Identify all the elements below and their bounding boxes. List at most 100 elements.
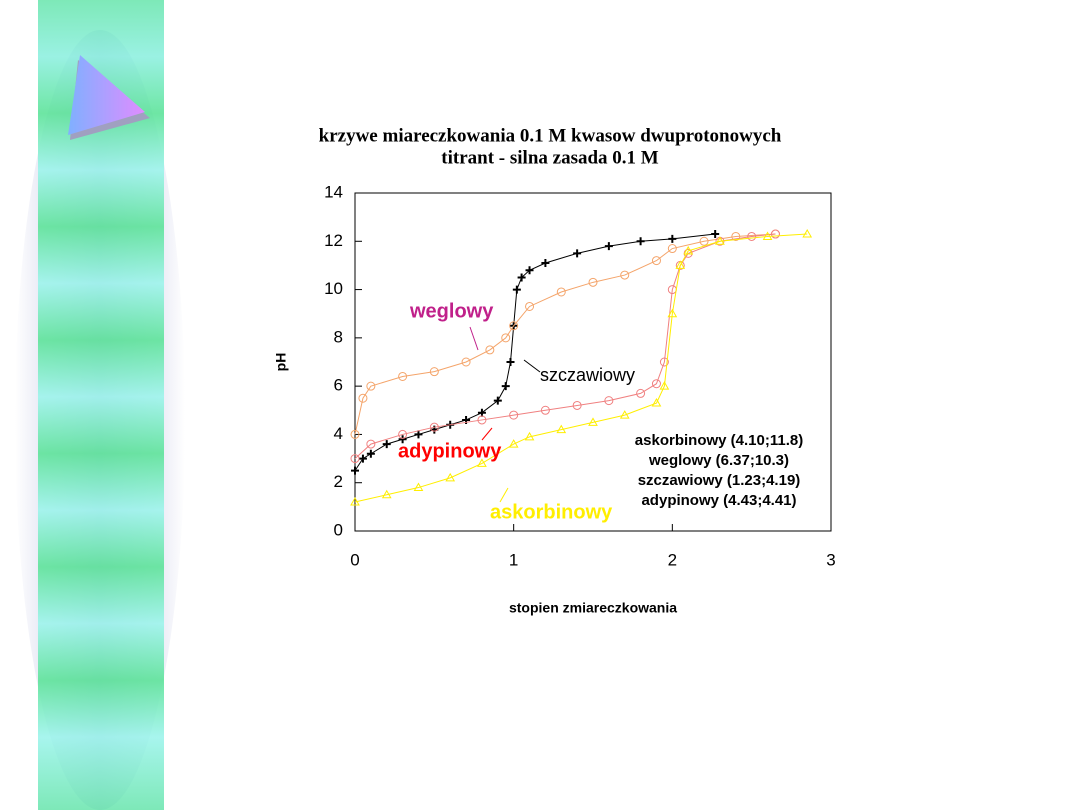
marker (509, 410, 519, 420)
marker (398, 429, 408, 439)
marker (493, 396, 502, 405)
marker (351, 466, 359, 475)
marker (506, 358, 515, 366)
marker (802, 229, 813, 238)
series-line (354, 233, 776, 459)
marker (572, 400, 582, 410)
legend-text: szczawiowy (1.23;4.19) (638, 472, 801, 489)
marker (668, 234, 677, 243)
marker (508, 439, 519, 448)
y-axis-label: pH (273, 353, 289, 372)
marker (429, 422, 439, 432)
annotation-arrow (469, 326, 479, 351)
chart: krzywe miareczkowania 0.1 M kwasow dwupr… (273, 125, 836, 615)
marker (556, 287, 566, 297)
y-tick-label: 8 (334, 327, 343, 346)
marker (382, 440, 391, 449)
marker (667, 244, 677, 254)
marker (659, 381, 670, 390)
marker (620, 270, 630, 280)
y-tick-label: 2 (334, 472, 343, 491)
series-line (354, 233, 776, 435)
marker (525, 301, 535, 311)
x-tick-label: 3 (826, 550, 835, 569)
marker (541, 259, 550, 268)
x-tick-label: 1 (509, 550, 518, 569)
marker (636, 388, 646, 398)
marker (699, 236, 709, 246)
annotation: szczawiowy (540, 365, 635, 385)
x-tick-label: 0 (350, 550, 359, 569)
chart-title: krzywe miareczkowania 0.1 M kwasow dwupr… (319, 125, 782, 146)
decor-triangle (68, 55, 145, 135)
marker (675, 260, 686, 269)
chart-subtitle: titrant - silna zasada 0.1 M (441, 147, 659, 168)
marker (398, 435, 407, 444)
marker (651, 398, 662, 407)
marker (731, 231, 741, 241)
marker (398, 371, 408, 381)
annotation: askorbinowy (490, 501, 613, 523)
x-axis-label: stopien zmiareczkowania (509, 600, 677, 616)
marker (762, 231, 773, 240)
plot-frame (354, 192, 832, 532)
annotation: adypinowy (398, 440, 502, 462)
annotation: weglowy (409, 300, 494, 322)
marker (659, 357, 669, 367)
marker (477, 458, 487, 467)
y-tick-label: 0 (334, 520, 343, 539)
marker (556, 424, 567, 434)
marker (429, 367, 439, 377)
marker (485, 345, 495, 355)
marker (683, 245, 694, 255)
marker (461, 357, 471, 367)
marker (445, 472, 456, 482)
marker (604, 242, 613, 251)
annotation-arrow (523, 359, 541, 373)
annotation-arrow (481, 427, 493, 441)
marker (413, 482, 424, 492)
legend-text: adypinowy (4.43;4.41) (641, 492, 796, 509)
marker (651, 256, 661, 266)
y-tick-label: 12 (324, 231, 343, 250)
marker (588, 417, 598, 426)
decor-stripe (38, 0, 164, 810)
marker (715, 236, 725, 245)
marker (350, 429, 360, 439)
marker (525, 266, 534, 275)
series-line (354, 233, 808, 503)
marker (477, 415, 487, 425)
marker (747, 231, 757, 241)
marker (517, 273, 526, 282)
y-tick-label: 4 (334, 424, 343, 443)
marker (477, 408, 486, 417)
marker (667, 308, 678, 318)
legend-text: weglowy (6.37;10.3) (648, 452, 789, 469)
marker (588, 277, 598, 287)
marker (770, 229, 780, 239)
y-tick-label: 10 (324, 279, 343, 298)
marker (540, 405, 550, 415)
marker (509, 321, 519, 331)
y-tick-label: 6 (334, 376, 343, 395)
marker (711, 230, 720, 239)
marker (350, 454, 360, 464)
annotation-arrow (499, 487, 509, 503)
marker (636, 237, 645, 246)
marker (651, 379, 661, 389)
marker (358, 454, 367, 463)
marker (501, 333, 511, 343)
marker (366, 381, 376, 391)
marker (619, 410, 630, 419)
y-tick-label: 14 (324, 182, 343, 201)
legend-text: askorbinowy (4.10;11.8) (635, 432, 803, 449)
marker (358, 393, 368, 403)
x-tick-label: 2 (668, 550, 677, 569)
marker (604, 396, 614, 406)
marker (501, 382, 510, 391)
marker (414, 430, 423, 439)
marker (573, 249, 582, 258)
marker (381, 489, 392, 499)
